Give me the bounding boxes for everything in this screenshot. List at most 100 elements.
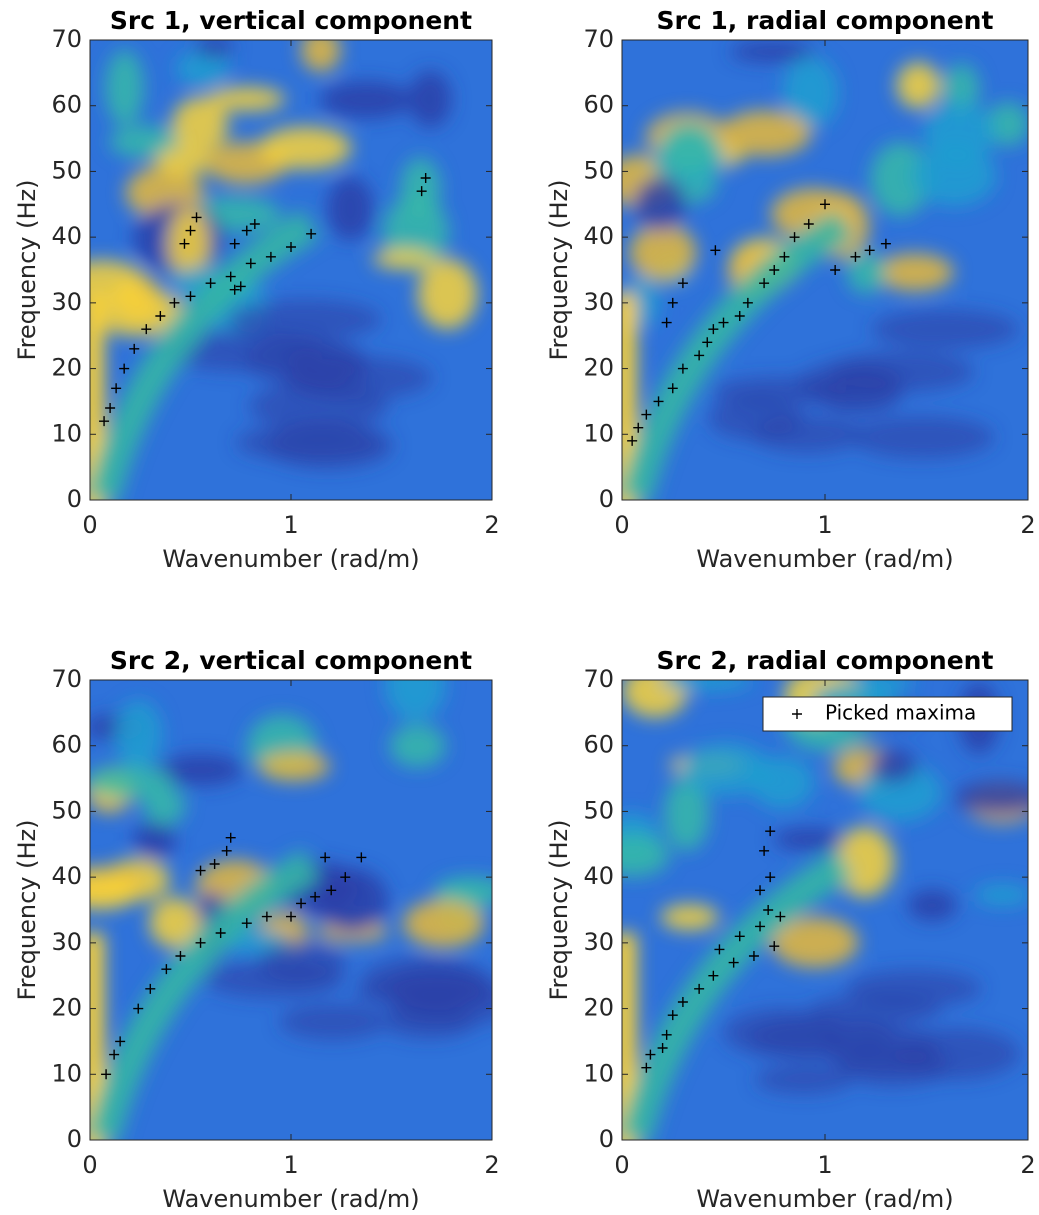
heatmap-blob [90,288,185,337]
y-tick-label: 70 [583,665,614,693]
picked-maximum [310,891,321,902]
heatmap-blob [326,176,374,241]
heatmap-blob [749,1017,897,1060]
heatmap-ridge [90,209,320,500]
heatmap-blob [133,820,176,860]
heatmap-blob [659,680,754,691]
y-axis-label: Frequency (Hz) [13,180,41,361]
picked-maximum [145,983,156,994]
y-tick-label: 20 [51,354,82,382]
picked-maximum [225,271,236,282]
picked-maximum [155,311,166,321]
heatmap-blob [782,56,839,129]
picked-maximum [830,265,841,275]
picked-maximum [111,383,122,394]
heatmap-background [90,680,492,1140]
picked-maximum [119,363,130,374]
y-tick-label: 0 [67,1125,82,1153]
picked-maximum [864,245,875,256]
picked-maximum [633,422,644,433]
chart-title: Src 1, vertical component [110,6,472,35]
picked-maximum [109,1049,120,1060]
picked-maximum [667,383,678,394]
x-tick-label: 0 [614,1151,629,1179]
heatmap-blob [175,50,230,87]
picked-maximum [661,1029,672,1040]
picked-maximum [769,265,780,275]
heatmap-blob [629,223,697,282]
picked-maximum [326,885,337,896]
picked-maximum [99,416,110,427]
picked-maximum [261,911,272,922]
picked-maximum [133,1003,144,1014]
picked-maximum [161,964,172,975]
picked-maximum [759,845,770,856]
heatmap-blob [870,142,931,217]
heatmap-blob [664,776,710,851]
heatmap-blob [279,1003,388,1040]
picked-maximum [185,225,196,236]
y-tick-label: 0 [599,1125,614,1153]
x-axis-label: Wavenumber (rad/m) [696,1185,953,1213]
heatmap-blob [105,50,144,126]
heatmap-blob [384,680,446,722]
heatmap-blob [633,177,687,232]
picked-maximum [185,291,196,302]
x-tick-label: 2 [1020,511,1035,539]
chart-title: Src 2, vertical component [110,646,472,675]
picked-maximum [702,337,713,348]
picked-maximum [667,297,678,308]
heatmap-blob [681,743,772,796]
picked-maximum [265,251,276,262]
heatmap-blob [837,1047,950,1087]
heatmap-blob [300,40,341,73]
picked-maximum [775,911,786,922]
heatmap-blob [114,700,163,770]
heatmap-blob [846,251,887,294]
picked-maximum [195,937,206,948]
legend-box [762,696,1013,732]
y-tick-label: 30 [583,928,614,956]
picked-maximum [677,997,688,1007]
heatmap-texture [622,41,1028,500]
picked-maximum [779,251,790,262]
y-tick-label: 20 [583,994,614,1022]
y-tick-label: 50 [51,796,82,824]
picked-maximum [420,173,431,183]
heatmap-blob [660,904,719,931]
x-tick-label: 0 [82,511,97,539]
x-tick-label: 2 [1020,1151,1035,1179]
y-tick-label: 0 [599,485,614,513]
heatmap-blob [259,126,352,170]
heatmap-blob [773,828,845,851]
picked-maximum [627,435,638,446]
heatmap-blob [770,916,859,968]
y-tick-label: 60 [583,91,614,119]
picked-maximum [694,350,705,361]
y-tick-label: 40 [583,862,614,890]
picked-maximum [667,1010,678,1021]
y-tick-label: 30 [51,288,82,316]
picked-maximum [205,278,216,289]
y-tick-label: 60 [51,731,82,759]
heatmap-blob [846,969,982,1008]
picked-maximum [694,983,705,994]
heatmap-blob [372,248,436,269]
heatmap-blob [954,780,1028,816]
panel: 0 10 20 30 40 50 60 70 0 1 2 Src 2, radial componen… [545,646,1036,1213]
picked-maximum [225,832,236,843]
heatmap-blob [797,361,905,407]
picked-maximum [215,928,226,938]
picked-maximum [677,278,688,289]
heatmap-texture [90,680,492,1140]
legend-label: Picked maxima [825,701,976,725]
heatmap-blob [659,121,719,178]
x-tick-label: 1 [283,511,298,539]
picked-maximum [195,865,206,876]
picked-maximum [229,238,240,249]
heatmap-ridge [90,849,320,1140]
legend: Picked maxima [762,696,1013,732]
picked-maximum [734,311,745,321]
y-axis-label: Frequency (Hz) [13,820,41,1001]
